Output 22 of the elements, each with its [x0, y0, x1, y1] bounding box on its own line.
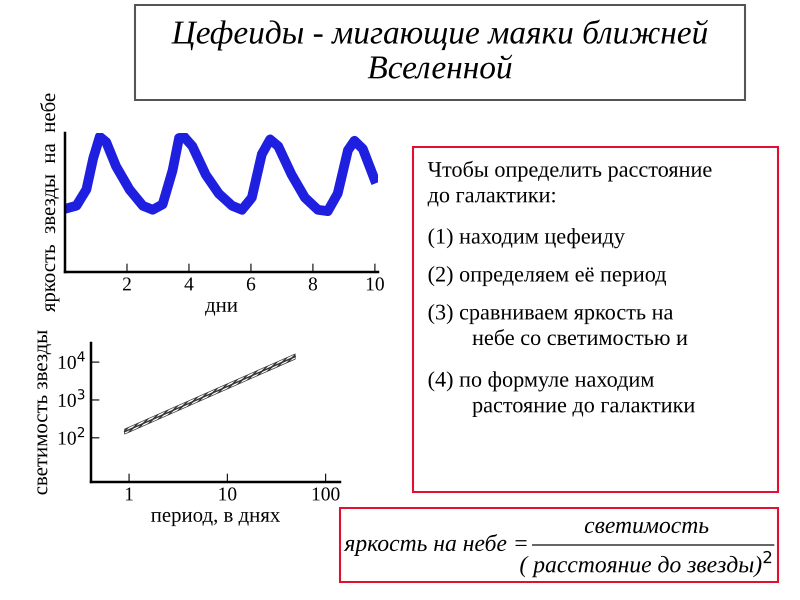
text: (3) сравниваем яркость на небе со светимостью и	[428, 304, 688, 346]
x-axis-title: дни	[205, 302, 238, 316]
y-tick-label: 10$^{4}$	[58, 351, 85, 369]
x-tick-label: 100	[312, 487, 340, 501]
text: (2) определяем её период	[428, 266, 666, 286]
y-axis-title: светимость звезды	[37, 330, 52, 494]
text: Чтобы определить расстояние до галактики:	[428, 160, 712, 207]
y-tick-label: 10$^{3}$	[58, 389, 84, 407]
text: (4) по формуле находим растояние до галактики	[428, 371, 695, 418]
y-tick-label: 10$^{2}$	[58, 426, 84, 445]
x-tick-label: 6	[246, 277, 256, 291]
x-tick-label: 10	[366, 277, 384, 291]
x-tick-label: 8	[308, 277, 318, 291]
x-axis-title: период, в днях	[151, 512, 280, 526]
text: светимость	[584, 522, 708, 534]
text: Цефеиды - мигающие маяки ближней Вселенной	[171, 20, 708, 79]
y-axis-title: яркость звезды на небе	[40, 94, 60, 312]
x-tick-label: 4	[184, 278, 194, 290]
x-tick-label: 1	[126, 488, 133, 500]
x-tick-label: 10	[219, 487, 236, 501]
x-tick-label: 2	[122, 277, 131, 290]
text: (1) находим цефеиду	[428, 228, 625, 248]
